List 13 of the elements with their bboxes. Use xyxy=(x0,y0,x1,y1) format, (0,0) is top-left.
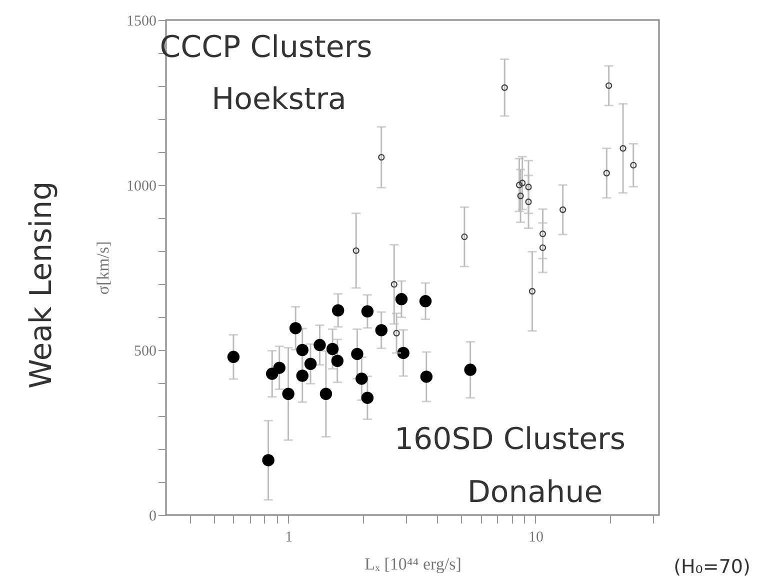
annotation: Donahue xyxy=(467,475,603,510)
text: (H₀=70) xyxy=(674,556,750,578)
annotation: 160SD Clusters xyxy=(394,422,626,457)
y-tick-label: 1000 xyxy=(126,178,156,194)
y-tick-label: 0 xyxy=(149,508,156,524)
y-tick-label: 500 xyxy=(134,344,156,360)
y-tick-label: 1500 xyxy=(126,14,156,30)
annotation: Hoekstra xyxy=(212,82,346,117)
x-tick-label: 10 xyxy=(528,530,544,546)
x-tick-label: 1 xyxy=(285,530,293,546)
x-axis-title: Lₓ [10⁴⁴ erg/s] xyxy=(364,554,462,574)
text: Weak Lensing xyxy=(24,181,59,389)
y-axis-title: σ[km/s] xyxy=(94,241,112,295)
